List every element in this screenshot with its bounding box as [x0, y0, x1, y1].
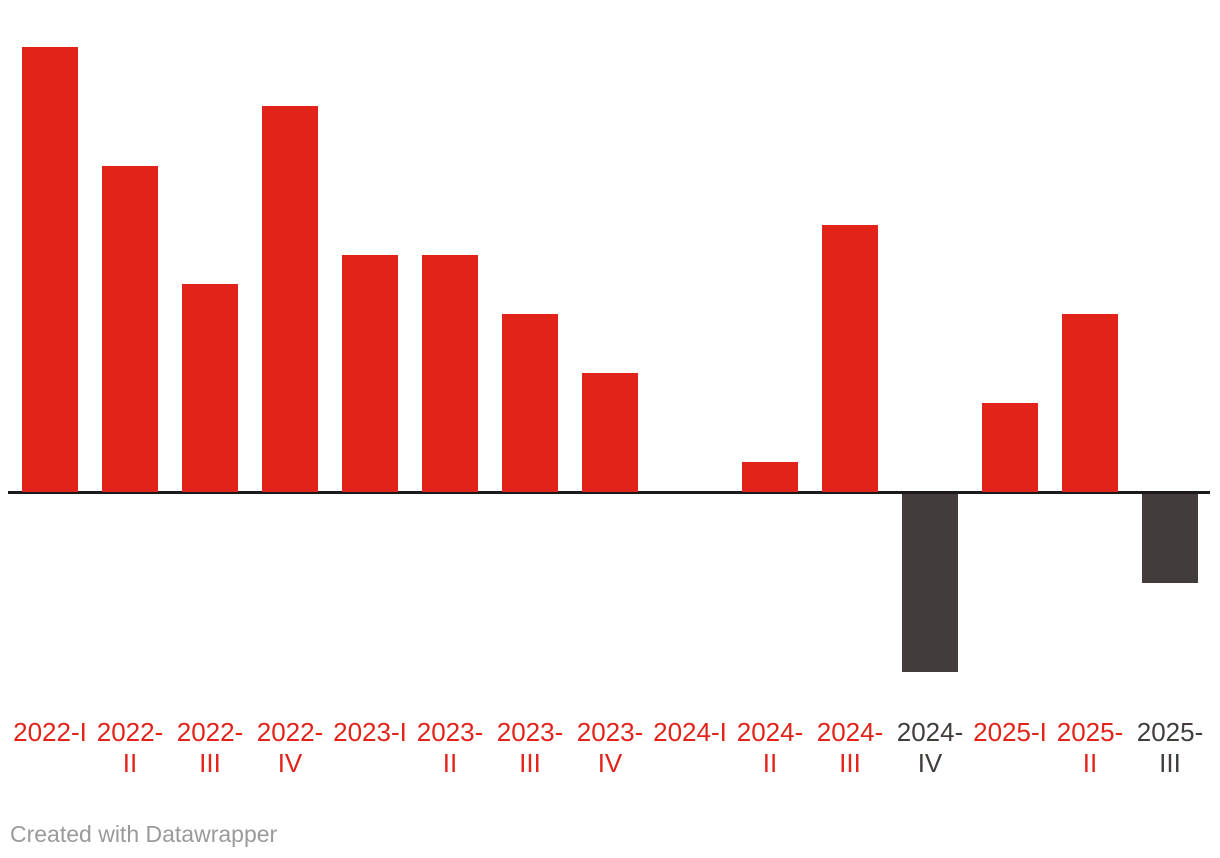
bar-2025-I[interactable]: [982, 403, 1038, 492]
bar-2022-III[interactable]: [182, 284, 238, 492]
datawrapper-credit[interactable]: Created with Datawrapper: [10, 821, 278, 847]
bar-2022-I[interactable]: [22, 47, 78, 492]
bar-2024-IV[interactable]: [902, 494, 958, 672]
x-axis-label-2025-II: 2025- II: [1056, 717, 1124, 778]
bar-2023-II[interactable]: [422, 255, 478, 492]
x-axis-label-2024-II: 2024- II: [736, 717, 804, 778]
bar-2024-II[interactable]: [742, 462, 798, 492]
x-axis-label-2023-III: 2023- III: [496, 717, 564, 778]
bar-2022-IV[interactable]: [262, 106, 318, 492]
bar-2023-III[interactable]: [502, 314, 558, 492]
x-axis-label-2022-II: 2022- II: [96, 717, 164, 778]
x-axis-label-2024-III: 2024- III: [816, 717, 884, 778]
bar-2023-I[interactable]: [342, 255, 398, 492]
x-axis-label-2023-II: 2023- II: [416, 717, 484, 778]
x-axis-label-2022-I: 2022-I: [13, 717, 87, 747]
x-axis-label-2023-I: 2023-I: [333, 717, 407, 747]
bar-2025-II[interactable]: [1062, 314, 1118, 492]
bar-2024-III[interactable]: [822, 225, 878, 492]
x-axis-label-2025-III: 2025- III: [1136, 717, 1204, 778]
x-axis-label-2024-I: 2024-I: [653, 717, 727, 747]
x-axis-label-2023-IV: 2023- IV: [576, 717, 644, 778]
x-axis-label-2025-I: 2025-I: [973, 717, 1047, 747]
bar-2023-IV[interactable]: [582, 373, 638, 492]
x-axis-baseline: [8, 491, 1210, 494]
bar-2022-II[interactable]: [102, 166, 158, 492]
x-axis-label-2022-III: 2022- III: [176, 717, 244, 778]
x-axis-label-2024-IV: 2024- IV: [896, 717, 964, 778]
bar-2025-III[interactable]: [1142, 494, 1198, 583]
x-axis-label-2022-IV: 2022- IV: [256, 717, 324, 778]
